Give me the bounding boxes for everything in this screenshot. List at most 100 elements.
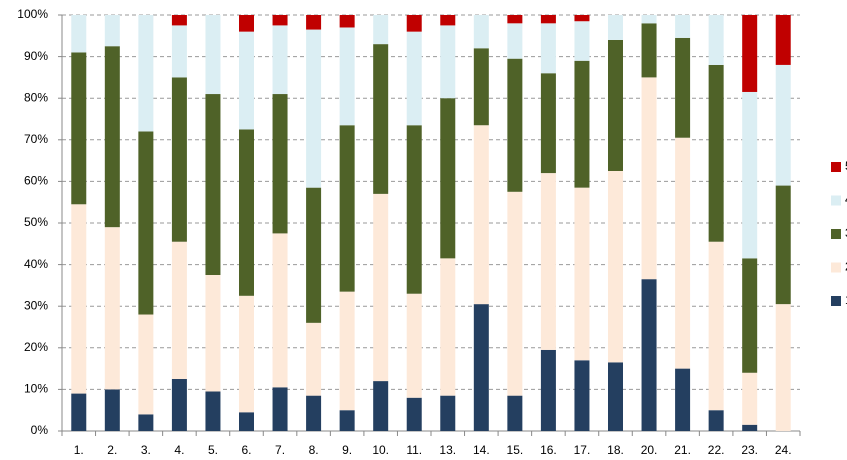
bar-segment	[440, 25, 456, 99]
bar-segment	[742, 91, 758, 259]
bar-segment	[171, 15, 187, 26]
bar-segment	[306, 187, 322, 323]
bar-segment	[540, 173, 556, 350]
bar-segment	[71, 204, 87, 394]
bar-segment	[239, 129, 254, 296]
legend-label: 3	[845, 226, 847, 240]
bar-segment	[171, 241, 187, 379]
bar-segment	[306, 395, 322, 431]
bar-segment	[675, 15, 691, 38]
x-tick-label: 21.	[674, 443, 691, 457]
x-tick-label: 10.	[372, 443, 389, 457]
bar-segment	[507, 15, 523, 24]
x-tick-label: 1.	[74, 443, 84, 457]
bar-segment	[641, 77, 657, 280]
bar-segment	[205, 15, 221, 95]
bar-segment	[641, 279, 657, 431]
y-tick-label: 10%	[24, 382, 48, 396]
legend-swatch	[831, 296, 841, 306]
bar-segment	[775, 64, 791, 186]
bar-segment	[205, 391, 221, 431]
x-tick-label: 23.	[741, 443, 758, 457]
bar-segment	[540, 349, 556, 431]
legend-label: 4	[845, 193, 847, 207]
bar-segment	[306, 322, 322, 396]
bar-segment	[574, 187, 590, 361]
bar-segment	[574, 360, 590, 431]
bar-segment	[473, 125, 489, 305]
bar-segment	[742, 258, 758, 373]
bar-segment	[104, 389, 120, 431]
y-tick-label: 20%	[24, 340, 48, 354]
bar-segment	[71, 52, 87, 205]
bar-segment	[540, 73, 556, 174]
x-tick-label: 13.	[439, 443, 456, 457]
bar-segment	[708, 15, 724, 65]
bar-segment	[507, 191, 523, 396]
y-tick-label: 40%	[24, 257, 48, 271]
x-tick-label: 2.	[107, 443, 117, 457]
bar-segment	[171, 25, 187, 78]
y-tick-label: 60%	[24, 174, 48, 188]
bar-segment	[540, 15, 556, 24]
y-tick-label: 80%	[24, 90, 48, 104]
x-tick-label: 9.	[342, 443, 352, 457]
y-tick-label: 0%	[31, 423, 49, 437]
bar-segment	[708, 410, 724, 431]
bar-segment	[440, 395, 456, 431]
bar-segment	[205, 94, 221, 275]
bar-segment	[641, 23, 657, 78]
bar-segment	[138, 414, 154, 431]
bar-segment	[373, 15, 389, 45]
legend-swatch	[831, 162, 841, 172]
bar-segment	[205, 275, 221, 392]
bar-segment	[406, 15, 422, 32]
bar-segment	[171, 379, 187, 431]
bar-segment	[239, 15, 254, 32]
bar-segment	[775, 185, 791, 305]
bar-segment	[775, 15, 791, 65]
x-tick-label: 3.	[141, 443, 151, 457]
bar-segment	[306, 15, 322, 30]
x-tick-label: 8.	[309, 443, 319, 457]
bar-segment	[608, 362, 623, 431]
y-tick-label: 90%	[24, 49, 48, 63]
bar-segment	[507, 58, 523, 192]
bar-segment	[775, 304, 791, 431]
x-tick-label: 22.	[708, 443, 725, 457]
bar-segment	[440, 258, 456, 396]
bar-segment	[742, 424, 758, 431]
x-tick-label: 5.	[208, 443, 218, 457]
bar-segment	[440, 15, 456, 26]
bar-segment	[675, 37, 691, 138]
bar-segment	[406, 397, 422, 431]
bar-segment	[272, 387, 288, 431]
bar-segment	[708, 64, 724, 242]
y-tick-label: 100%	[17, 7, 48, 21]
y-tick-label: 50%	[24, 215, 48, 229]
bar-segment	[473, 304, 489, 431]
legend-swatch	[831, 195, 841, 206]
bar-segment	[138, 314, 154, 415]
bar-segment	[104, 227, 120, 390]
bar-segment	[473, 15, 489, 49]
bar-segment	[641, 15, 657, 24]
bar-segment	[708, 241, 724, 411]
bar-segment	[171, 77, 187, 242]
y-tick-label: 30%	[24, 298, 48, 312]
bar-segment	[306, 29, 322, 188]
bar-segment	[339, 15, 355, 28]
bar-segment	[339, 125, 355, 292]
bar-segment	[574, 15, 590, 22]
bar-segment	[373, 44, 389, 194]
legend-label: 2	[845, 260, 847, 274]
bar-segment	[608, 171, 623, 363]
bar-segment	[339, 27, 355, 126]
bar-segment	[574, 21, 590, 61]
bar-segment	[608, 39, 623, 172]
legend-swatch	[831, 229, 841, 239]
bar-segment	[339, 410, 355, 431]
x-tick-label: 4.	[174, 443, 184, 457]
x-tick-label: 7.	[275, 443, 285, 457]
